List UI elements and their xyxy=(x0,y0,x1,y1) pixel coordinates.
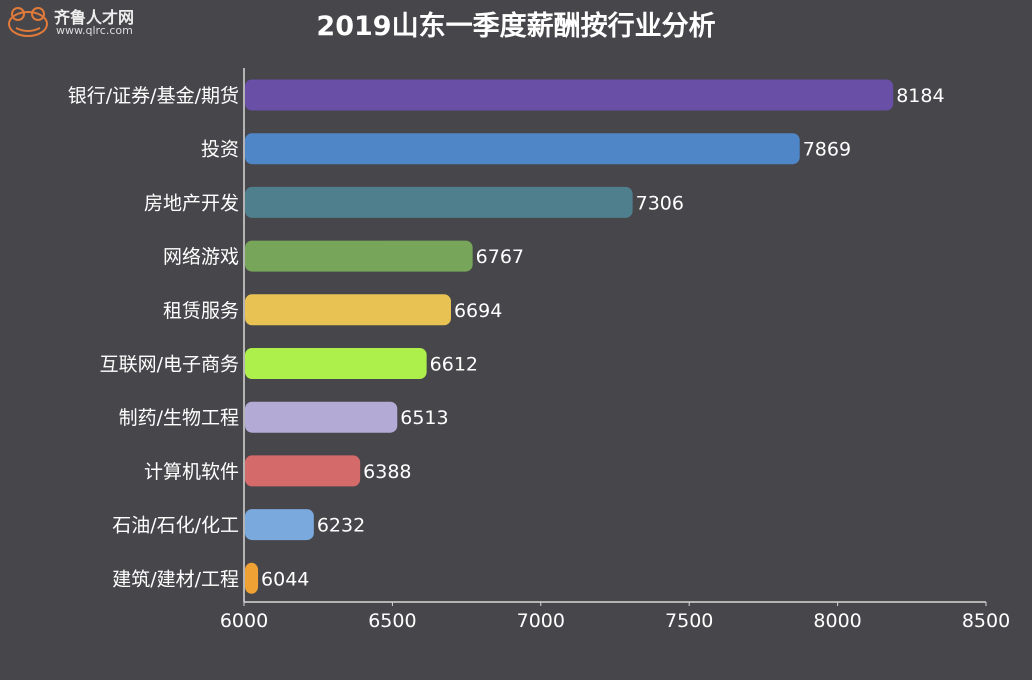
category-label: 租赁服务 xyxy=(163,300,239,322)
x-tick-label: 7000 xyxy=(517,610,565,632)
data-label: 6694 xyxy=(454,300,502,322)
chart-title: 2019山东一季度薪酬按行业分析 xyxy=(316,11,716,42)
data-label: 6044 xyxy=(261,568,309,590)
logo-watermark: 齐鲁人才网 www.qlrc.com xyxy=(6,4,156,38)
logo-name: 齐鲁人才网 xyxy=(54,8,135,27)
logo-url: www.qlrc.com xyxy=(56,24,133,37)
bar xyxy=(245,455,361,487)
bar xyxy=(245,240,473,272)
x-tick-label: 8000 xyxy=(813,610,861,632)
data-label: 8184 xyxy=(896,85,944,107)
category-label: 建筑/建材/工程 xyxy=(112,568,239,590)
category-label: 石油/石化/化工 xyxy=(112,515,239,537)
data-label: 6388 xyxy=(363,461,411,483)
bar xyxy=(245,186,633,218)
bar xyxy=(245,401,398,433)
bar xyxy=(245,562,259,594)
data-label: 7869 xyxy=(803,139,851,161)
bar xyxy=(245,509,314,541)
category-label: 计算机软件 xyxy=(144,461,239,483)
x-tick-label: 8500 xyxy=(962,610,1010,632)
category-label: 投资 xyxy=(201,139,239,161)
data-label: 6767 xyxy=(476,246,524,268)
category-label: 房地产开发 xyxy=(144,192,239,214)
x-tick-label: 6500 xyxy=(368,610,416,632)
bar xyxy=(245,79,894,111)
category-label: 银行/证券/基金/期货 xyxy=(68,85,239,107)
bar xyxy=(245,294,451,326)
x-tick-label: 7500 xyxy=(665,610,713,632)
category-label: 制药/生物工程 xyxy=(119,407,239,429)
frog-logo-icon xyxy=(8,7,48,37)
bar xyxy=(245,133,800,165)
x-tick-label: 6000 xyxy=(220,610,268,632)
category-label: 互联网/电子商务 xyxy=(100,354,239,376)
data-label: 7306 xyxy=(636,192,684,214)
data-label: 6513 xyxy=(400,407,448,429)
bar xyxy=(245,348,427,379)
data-label: 6232 xyxy=(317,515,365,537)
category-label: 网络游戏 xyxy=(163,246,239,268)
data-label: 6612 xyxy=(430,354,478,376)
